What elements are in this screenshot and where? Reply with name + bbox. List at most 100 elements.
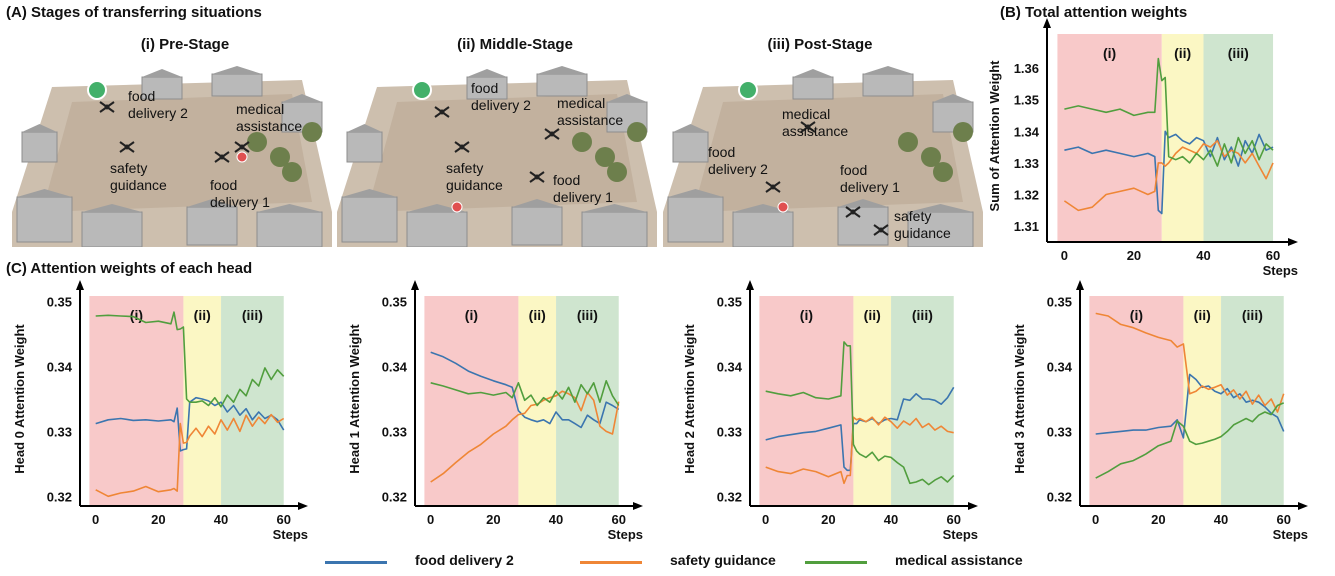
drone-icon [434,106,450,118]
tree [270,147,290,167]
drone-icon [234,141,250,153]
x-tick-label: 0 [92,512,99,527]
house-roof [142,69,182,77]
y-tick-label: 0.34 [717,360,743,375]
stage-title-post: (iii) Post-Stage [767,36,873,53]
stage-region [759,296,854,506]
house-roof [933,94,973,102]
x-tick-label: 0 [1092,512,1099,527]
x-tick-label: 60 [1276,512,1290,527]
series-line [95,413,285,498]
y-tick-label: 0.34 [1047,360,1073,375]
helipad [738,80,758,100]
series-line [430,380,620,407]
region-label: (ii) [864,307,881,323]
scene-label-medical-assistance: medical assistance [557,95,624,128]
tree [302,122,322,142]
house-building [346,131,383,163]
drone-icon [214,151,230,163]
legend-swatch [580,561,642,564]
x-axis-arrow [968,502,978,510]
house-roof [512,199,562,207]
y-axis-arrow [76,280,84,290]
drone-icon [873,224,889,236]
y-tick-label: 1.32 [1014,188,1039,203]
y-tick-label: 1.34 [1014,124,1040,139]
x-axis-arrow [298,502,308,510]
y-axis-label: Head 0 Attention Weight [12,324,27,474]
scene-label-food-delivery-2: food delivery 2 [471,80,531,113]
chart-svg: (i) (ii) (iii) 0 20 40 60 1.31 1.32 1.33 1.34 1.35 1… [987,18,1298,278]
y-tick-label: 0.35 [382,295,407,310]
x-axis-label: Steps [608,527,643,542]
drone-icon [454,141,470,153]
x-tick-label: 60 [611,512,625,527]
helipad [87,80,107,100]
house-roof [733,204,793,212]
y-tick-label: 0.34 [47,360,73,375]
stage-region [1057,34,1162,242]
house-roof [407,204,467,212]
y-tick-label: 1.33 [1014,156,1039,171]
y-axis-arrow [746,280,754,290]
stage-region [1089,296,1184,506]
y-tick-label: 1.36 [1014,61,1039,76]
scene-label-medical-assistance: medical assistance [236,101,303,134]
chart-svg: (i) (ii) (iii) 0 20 40 60 0.32 0.33 0.34 0.35 Steps… [1012,280,1308,542]
drone-icon [544,128,560,140]
panel-c-title: (C) Attention weights of each head [6,260,253,277]
house-roof [467,69,507,77]
series-line [765,416,954,485]
scene-label-food-delivery-2: food delivery 2 [128,88,188,121]
head3-attention-chart: (i) (ii) (iii) 0 20 40 60 0.32 0.33 0.34 0.35 Steps… [1000,280,1335,542]
x-axis-label: Steps [1273,527,1308,542]
house-building [16,196,73,243]
chart-svg: (i) (ii) (iii) 0 20 40 60 0.32 0.33 0.34 0.35 Steps… [682,280,978,542]
drone-icon [845,206,861,218]
tree [607,162,627,182]
x-tick-label: 40 [1196,248,1210,263]
y-tick-label: 0.35 [717,295,742,310]
y-tick-label: 0.33 [1047,424,1072,439]
x-tick-label: 0 [427,512,434,527]
courtyard [42,94,312,212]
scene-label-medical-assistance: medical assistance [782,106,849,139]
x-tick-label: 60 [276,512,290,527]
x-tick-label: 20 [1127,248,1141,263]
x-tick-label: 0 [1061,248,1068,263]
stage-region [89,296,184,506]
series-line [95,311,285,408]
scene-post-stage-image [663,62,983,247]
region-label: (i) [1103,45,1116,61]
legend-swatch [805,561,867,564]
x-tick-label: 60 [946,512,960,527]
y-axis-arrow [1076,280,1084,290]
head1-attention-chart: (i) (ii) (iii) 0 20 40 60 0.32 0.33 0.34 0.35 Steps… [335,280,665,542]
house-building [837,206,889,246]
house-building [667,196,724,243]
chart-svg: (i) (ii) (iii) 0 20 40 60 0.32 0.33 0.34 0.35 Steps… [347,280,643,542]
y-tick-label: 0.33 [47,424,72,439]
scene-label-food-delivery-1: food delivery 1 [210,177,270,210]
y-tick-label: 0.34 [382,360,408,375]
x-axis-arrow [1298,502,1308,510]
panel-a-title: (A) Stages of transferring situations [6,4,262,21]
y-tick-label: 0.35 [1047,295,1072,310]
house-building [341,196,398,243]
scene-label-food-delivery-1: food delivery 1 [840,162,900,195]
house-roof [863,66,913,74]
scene-label-food-delivery-2: food delivery 2 [708,144,768,177]
house-roof [282,94,322,102]
house-roof [17,189,72,197]
legend-label: food delivery 2 [415,552,514,568]
region-label: (i) [465,307,478,323]
x-axis-label: Steps [1263,263,1298,278]
house-roof [673,124,708,132]
panel-b-title: (B) Total attention weights [1000,4,1188,21]
x-axis-arrow [1288,238,1298,246]
house-roof [212,66,262,74]
series-line [1095,312,1285,413]
target-marker [777,201,789,213]
scene-svg [337,66,657,247]
y-tick-label: 0.33 [717,424,742,439]
